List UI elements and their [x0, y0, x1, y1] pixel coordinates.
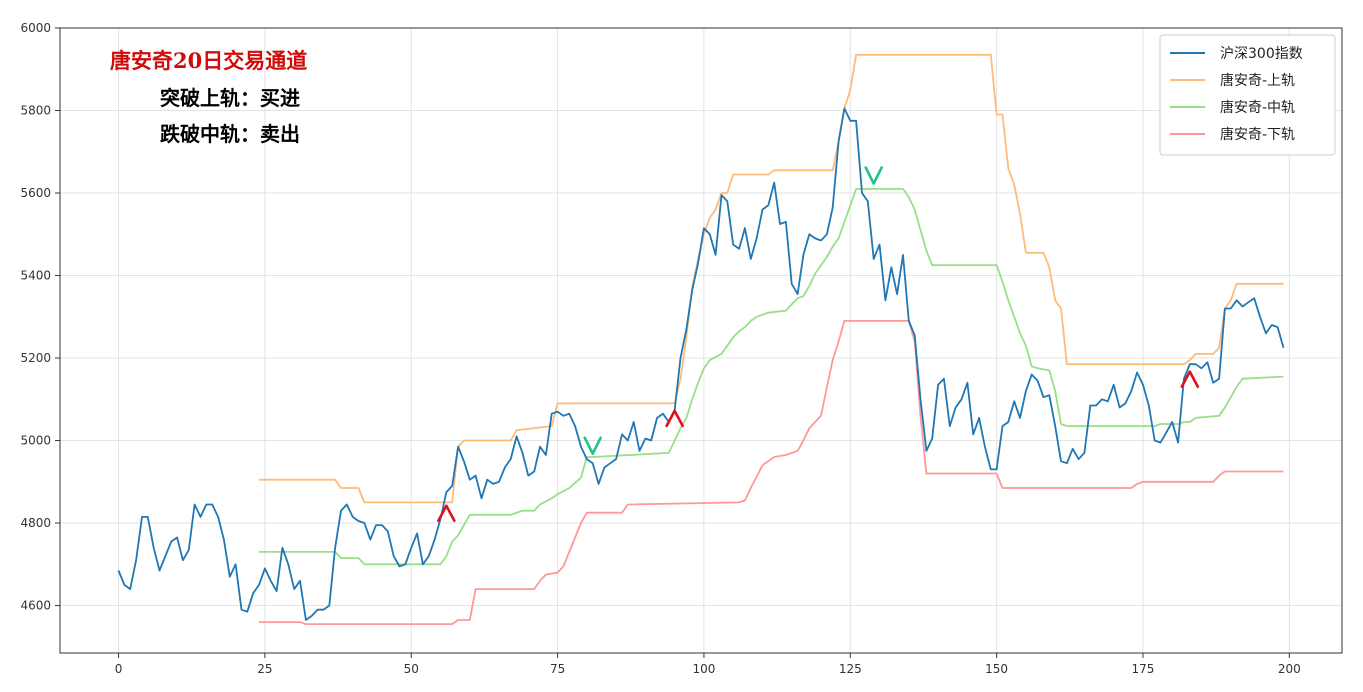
y-tick-label: 4800 [20, 516, 51, 530]
plot-frame [59, 27, 1343, 654]
legend-label: 唐安奇-上轨 [1220, 72, 1295, 89]
buy-marker [437, 504, 456, 523]
y-tick-label: 6000 [20, 21, 51, 35]
x-tick-label: 125 [839, 662, 862, 676]
x-tick-label: 200 [1278, 662, 1301, 676]
series-line-3 [259, 320, 1284, 625]
legend-label: 唐安奇-下轨 [1220, 126, 1295, 143]
x-tick-label: 150 [985, 662, 1008, 676]
chart-annotation: 唐安奇20日交易通道 突破上轨：买进 跌破中轨：卖出 [110, 48, 307, 146]
sell-marker [583, 436, 603, 456]
legend-label: 唐安奇-中轨 [1220, 99, 1295, 116]
x-tick-label: 75 [550, 662, 565, 676]
x-axis: 0 25 50 75 100 125 150 175 200 [115, 653, 1301, 676]
series-line-1 [259, 53, 1284, 504]
annotation-title: 唐安奇20日交易通道 [110, 48, 307, 73]
y-tick-label: 5600 [20, 186, 51, 200]
y-tick-label: 5800 [20, 104, 51, 118]
x-tick-label: 100 [692, 662, 715, 676]
series-layer [117, 53, 1285, 625]
series-line-0 [117, 107, 1285, 621]
y-tick-label: 5400 [20, 269, 51, 283]
sell-marker [864, 166, 883, 185]
y-tick-label: 5000 [20, 434, 51, 448]
y-tick-label: 4600 [20, 599, 51, 613]
annotation-buy-rule: 突破上轨：买进 [160, 86, 300, 110]
x-tick-label: 175 [1132, 662, 1155, 676]
legend-label: 沪深300指数 [1220, 46, 1303, 62]
x-tick-label: 50 [404, 662, 419, 676]
series-line-2 [259, 188, 1284, 566]
marker-layer [437, 166, 1200, 523]
x-tick-label: 25 [257, 662, 272, 676]
annotation-sell-rule: 跌破中轨：卖出 [160, 122, 300, 146]
buy-marker [665, 409, 684, 428]
buy-marker [1180, 370, 1200, 388]
y-tick-label: 5200 [20, 351, 51, 365]
y-axis: 4600 4800 5000 5200 5400 5600 5800 6000 [20, 21, 60, 613]
plot-background [60, 28, 1342, 653]
x-tick-label: 0 [115, 662, 123, 676]
legend-box [1159, 34, 1336, 156]
